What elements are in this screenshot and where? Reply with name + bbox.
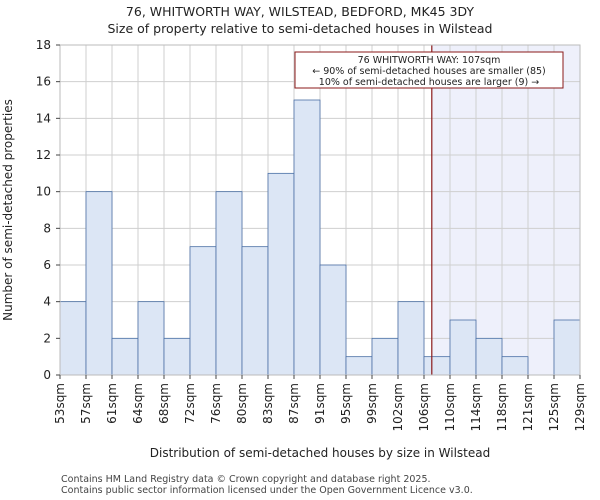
bar [553,319,581,376]
x-tick-label: 53sqm [53,383,67,424]
x-tick-label: 91sqm [313,383,327,424]
bar [319,264,347,376]
bar [59,301,87,376]
chart-subtitle: Size of property relative to semi-detach… [107,21,492,36]
x-tick-label: 80sqm [235,383,249,424]
bar [189,246,217,376]
x-tick-label: 72sqm [183,383,197,424]
bar [475,337,503,376]
x-tick-label: 129sqm [573,383,587,431]
bar [371,337,399,376]
bar [423,356,451,376]
bar [111,337,139,376]
y-tick-label: 18 [36,38,51,52]
x-tick-label: 64sqm [131,383,145,424]
bar [85,191,113,376]
x-tick-label: 76sqm [209,383,223,424]
x-tick-label: 114sqm [469,383,483,431]
bar [163,337,191,376]
annotation-box [294,51,564,89]
y-tick-label: 6 [43,258,51,272]
x-tick-label: 102sqm [391,383,405,431]
annotation-line-3: 10% of semi-detached houses are larger (… [319,77,539,88]
bar [449,319,477,376]
x-tick-label: 83sqm [261,383,275,424]
x-tick-label: 118sqm [495,383,509,431]
y-tick-label: 10 [36,185,51,199]
y-tick-label: 2 [43,331,51,345]
y-tick-label: 0 [43,368,51,382]
x-tick-label: 110sqm [443,383,457,431]
chart-title: 76, WHITWORTH WAY, WILSTEAD, BEDFORD, MK… [126,4,474,19]
bar-layer [59,99,581,376]
bar [267,172,295,376]
x-tick-label: 61sqm [105,383,119,424]
footer-line-1: Contains HM Land Registry data © Crown c… [61,474,431,485]
bar [293,99,321,376]
x-tick-label: 57sqm [79,383,93,424]
bar [397,301,425,376]
y-tick-label: 16 [36,75,51,89]
annotation-layer: 76 WHITWORTH WAY: 107sqm ← 90% of semi-d… [294,51,564,89]
x-tick-label: 68sqm [157,383,171,424]
annotation-line-2: ← 90% of semi-detached houses are smalle… [312,66,546,77]
x-tick-label: 87sqm [287,383,301,424]
y-tick-label: 14 [36,111,51,125]
bar [501,356,529,376]
footer-line-2: Contains public sector information licen… [61,485,473,496]
bar [137,301,165,376]
annotation-line-1: 76 WHITWORTH WAY: 107sqm [358,55,501,66]
y-axis-label: Number of semi-detached properties [1,99,15,321]
y-tick-label: 12 [36,148,51,162]
x-tick-label: 106sqm [417,383,431,431]
bar [345,356,373,376]
x-tick-label: 125sqm [547,383,561,431]
bar [215,191,243,376]
y-tick-label: 4 [43,295,51,309]
x-axis-label: Distribution of semi-detached houses by … [150,446,490,460]
x-tick-label: 95sqm [339,383,353,424]
bar [241,246,269,376]
axis-layer: 0 2 4 6 8 10 12 14 16 18 53sqm 57sqm 61sqm 64sqm 68sqm… [36,38,587,431]
x-tick-label: 121sqm [521,383,535,431]
y-tick-label: 8 [43,221,51,235]
x-tick-label: 99sqm [365,383,379,424]
